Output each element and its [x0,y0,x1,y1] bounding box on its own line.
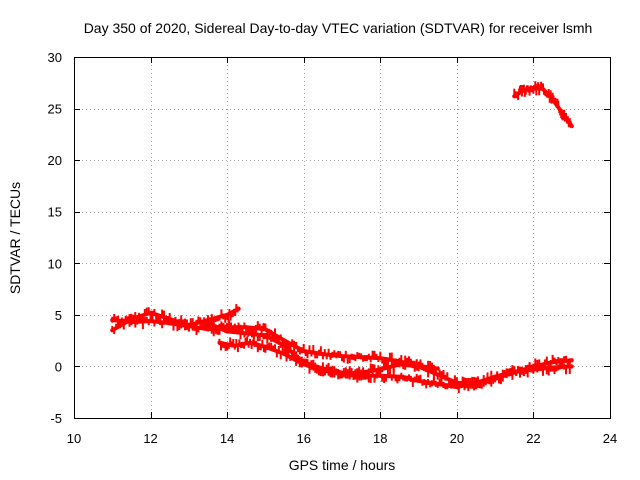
y-tick-label: -5 [50,411,62,426]
data-point [569,364,574,369]
axis-ticks: 10 12 14 16 18 20 22 24 -5 0 5 10 15 20 25 30 [48,50,618,446]
y-tick-label: 30 [48,50,62,65]
y-tick-label: 25 [48,102,62,117]
y-tick-label: 5 [55,308,62,323]
x-tick-label: 20 [450,431,464,446]
y-axis-label: SDTVAR / TECUs [7,182,23,294]
x-tick-label: 22 [526,431,540,446]
series-track-4 [217,336,440,380]
plot-frame [74,57,611,419]
chart-title: Day 350 of 2020, Sidereal Day-to-day VTE… [84,20,593,36]
y-tick-label: 10 [48,256,62,271]
y-tick-label: 0 [55,359,62,374]
x-tick-label: 16 [296,431,310,446]
grid [74,57,610,418]
x-tick-label: 12 [143,431,157,446]
y-tick-label: 15 [48,205,62,220]
y-tick-label: 20 [48,153,62,168]
x-tick-label: 24 [603,431,617,446]
x-tick-label: 18 [373,431,387,446]
series-track-5 [512,81,574,129]
x-tick-label: 14 [220,431,234,446]
series-track-2 [110,314,574,389]
x-axis-label: GPS time / hours [289,457,396,473]
x-tick-label: 10 [67,431,81,446]
data-series [110,81,574,394]
